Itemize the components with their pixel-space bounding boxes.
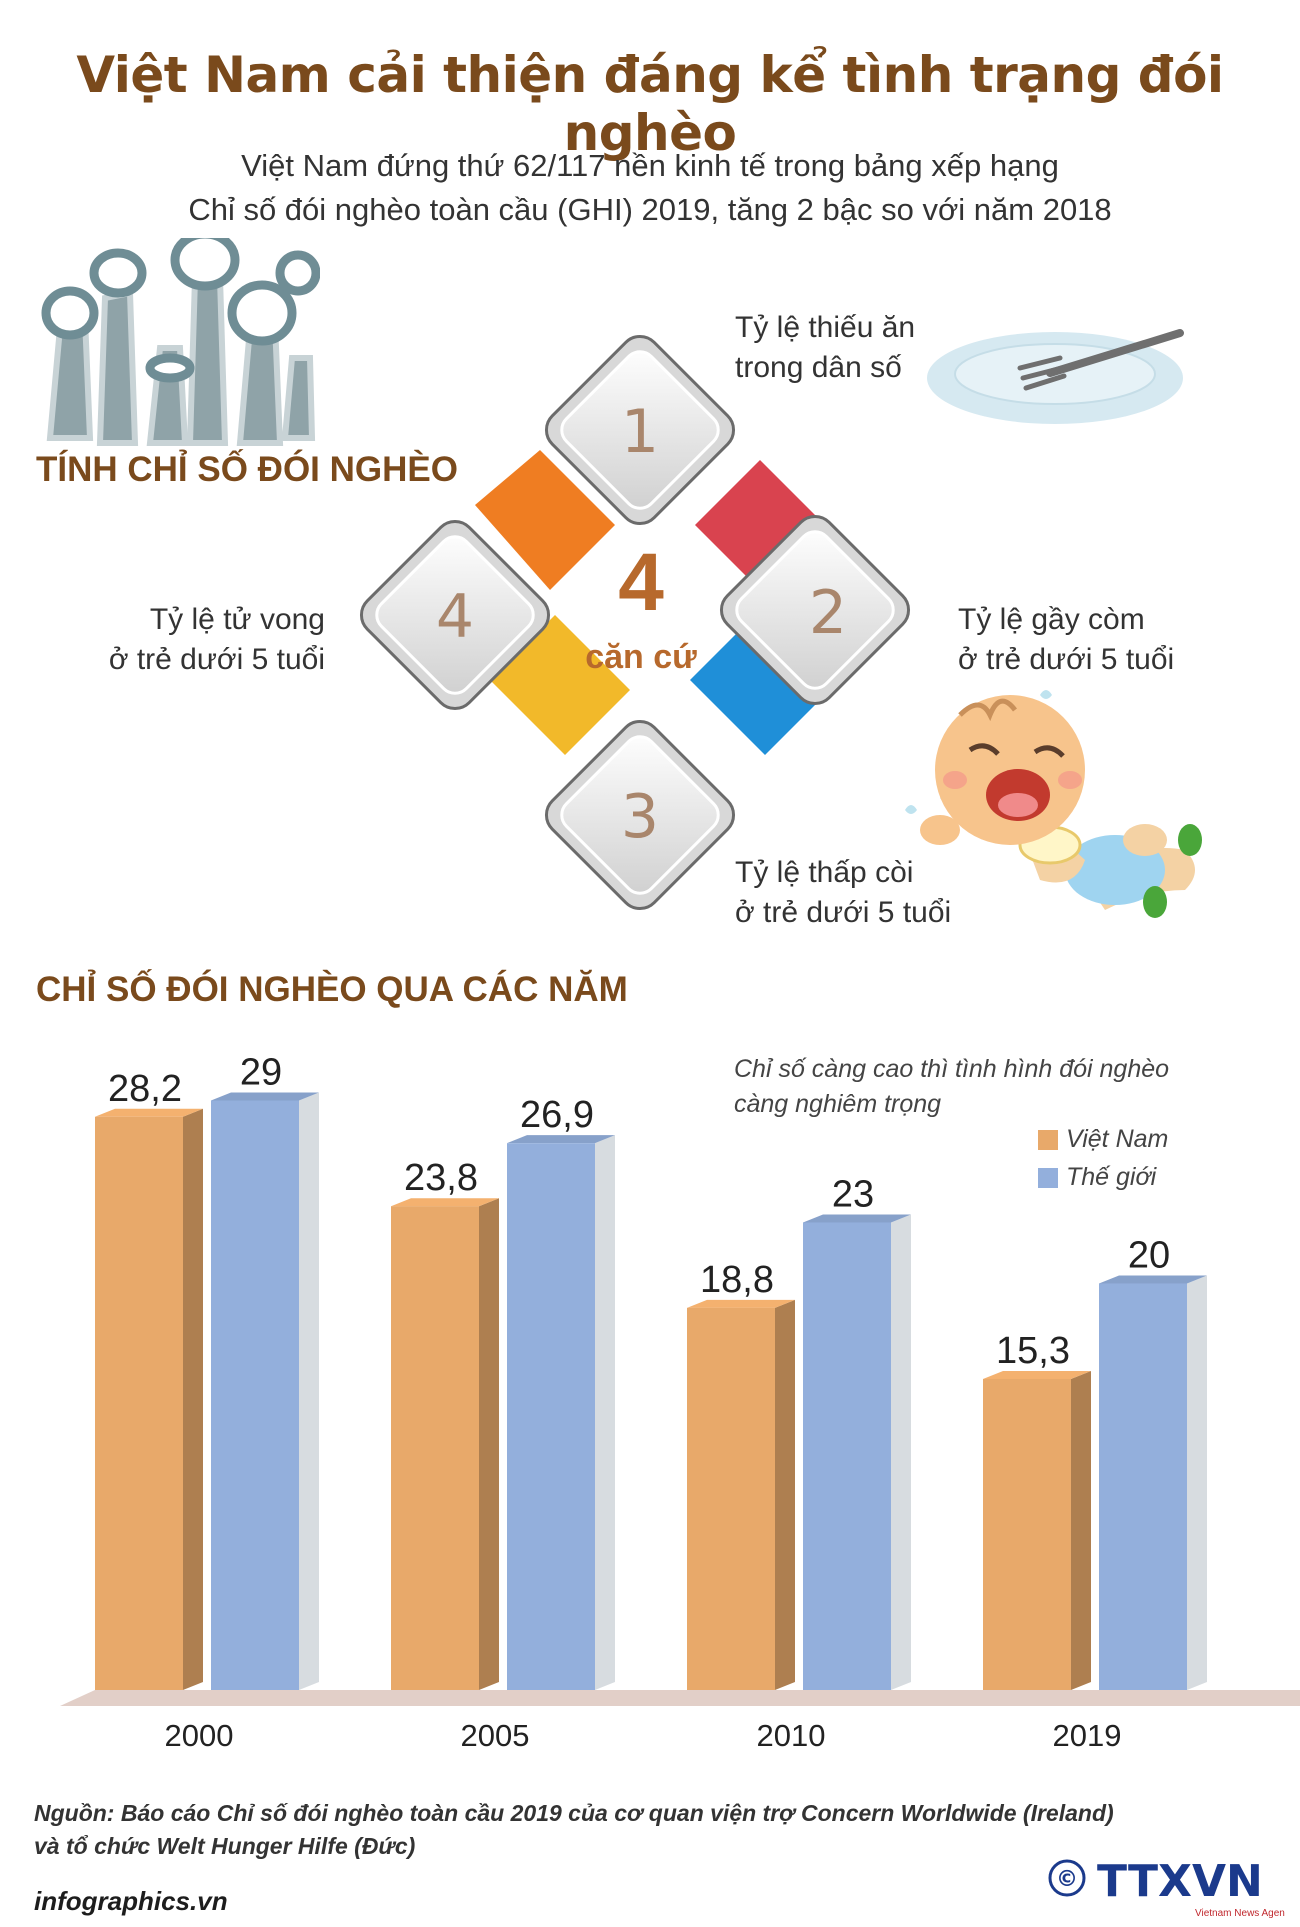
ttxvn-logo: © TTXVN Vietnam News Agency [1048,1856,1285,1919]
criterion-3-line2: ở trẻ dưới 5 tuổi [735,896,952,929]
bar-top-Thế giới-2005 [507,1135,615,1144]
empty-plate-icon [927,329,1184,424]
criterion-4-line1: Tỷ lệ tử vong [149,603,325,636]
x-tick-label-2005: 2005 [461,1718,530,1753]
criterion-1-line2: trong dân số [735,351,902,384]
ttxvn-logo-text: TTXVN [1097,1856,1263,1907]
bar-value-label-Việt Nam-2005: 23,8 [404,1157,478,1199]
criterion-2-line1: Tỷ lệ gầy còm [958,603,1145,636]
criteria-diamond-diagram: 1 2 3 4 4 căn cứ [359,334,911,911]
x-tick-label-2010: 2010 [757,1718,826,1753]
connector-bands [475,450,835,755]
bar-Thế giới-2019 [1099,1283,1187,1690]
bar-Thế giới-2000 [211,1100,299,1690]
bars-group [95,1092,1207,1690]
criterion-1-line1: Tỷ lệ thiếu ăn [735,311,916,344]
bar-side-Việt Nam-2000 [183,1108,203,1690]
ttxvn-logo-subtext: Vietnam News Agency [1195,1908,1285,1919]
bar-side-Thế giới-2010 [891,1214,911,1690]
chart-note-line2: càng nghiêm trọng [734,1090,942,1118]
x-tick-label-2000: 2000 [165,1718,234,1753]
copyright-symbol: © [1056,1867,1078,1892]
legend-label-world: Thế giới [1066,1163,1157,1191]
raised-bowls-icon [41,238,320,446]
legend-swatch-world [1038,1168,1058,1188]
legend-swatch-vietnam [1038,1130,1058,1150]
criteria-tiles [359,334,911,911]
tile-2 [719,514,911,706]
criterion-3-line1: Tỷ lệ thấp còi [735,856,914,889]
chart-floor [60,1690,1300,1706]
criterion-4-line2: ở trẻ dưới 5 tuổi [108,643,325,676]
bar-value-label-Thế giới-2005: 26,9 [520,1094,594,1136]
band-blue [690,615,830,755]
tile-1 [544,334,736,526]
criterion-label-3: Tỷ lệ thấp còi ở trẻ dưới 5 tuổi [735,853,951,933]
bar-Việt Nam-2010 [687,1307,775,1690]
bar-value-label-Việt Nam-2019: 15,3 [996,1330,1070,1372]
band-orange [475,450,615,590]
bar-side-Thế giới-2019 [1187,1275,1207,1690]
subtitle-line-1: Việt Nam đứng thứ 62/117 nền kinh tế tro… [241,148,1059,183]
bar-top-Thế giới-2019 [1099,1275,1207,1284]
bar-top-Việt Nam-2005 [391,1198,499,1207]
band-yellow [490,615,630,755]
bar-value-label-Thế giới-2000: 29 [240,1051,282,1093]
bar-Thế giới-2010 [803,1222,891,1690]
bar-Việt Nam-2019 [983,1378,1071,1690]
source-line-2: và tổ chức Welt Hunger Hilfe (Đức) [34,1833,416,1859]
criterion-2-line2: ở trẻ dưới 5 tuổi [958,643,1175,676]
criterion-label-2: Tỷ lệ gầy còm ở trẻ dưới 5 tuổi [958,600,1174,680]
tile-number-3: 3 [621,782,659,852]
bar-side-Thế giới-2005 [595,1135,615,1690]
bar-top-Việt Nam-2019 [983,1370,1091,1379]
website-link[interactable]: infographics.vn [34,1886,228,1916]
criterion-label-1: Tỷ lệ thiếu ăn trong dân số [735,308,915,388]
bar-Việt Nam-2000 [95,1116,183,1690]
bar-top-Thế giới-2010 [803,1214,911,1223]
x-axis-labels: 2000 2005 2010 2019 [165,1718,1122,1753]
section-heading-chart: CHỈ SỐ ĐÓI NGHÈO QUA CÁC NĂM [36,970,628,1009]
tile-3 [544,719,736,911]
bar-top-Việt Nam-2010 [687,1299,795,1308]
source-line-1: Nguồn: Báo cáo Chỉ số đói nghèo toàn cầu… [34,1800,1114,1826]
tile-number-1: 1 [621,397,659,467]
subtitle-line-2: Chỉ số đói nghèo toàn cầu (GHI) 2019, tă… [188,192,1112,227]
page-title: Việt Nam cải thiện đáng kể tình trạng đó… [76,46,1224,162]
bar-value-label-Thế giới-2019: 20 [1128,1234,1170,1276]
legend-label-vietnam: Việt Nam [1066,1125,1169,1153]
bar-side-Việt Nam-2019 [1071,1370,1091,1690]
tile-4 [359,519,551,711]
bar-Việt Nam-2005 [391,1206,479,1690]
bar-value-label-Thế giới-2010: 23 [832,1173,874,1215]
bar-side-Việt Nam-2010 [775,1299,795,1690]
bar-value-label-Việt Nam-2000: 28,2 [108,1068,182,1110]
x-tick-label-2019: 2019 [1053,1718,1122,1753]
chart-note-line1: Chỉ số càng cao thì tình hình đói nghèo [734,1055,1170,1083]
center-text: căn cứ [585,638,697,676]
center-number: 4 [618,537,664,628]
tile-number-2: 2 [809,578,847,648]
bar-top-Việt Nam-2000 [95,1108,203,1117]
bar-labels-group: 28,2 29 23,8 26,9 18,8 23 15,3 20 [108,1051,1170,1371]
criterion-label-4: Tỷ lệ tử vong ở trẻ dưới 5 tuổi [70,600,325,680]
bar-top-Thế giới-2000 [211,1092,319,1101]
bar-side-Thế giới-2000 [299,1092,319,1690]
section-heading-criteria: TÍNH CHỈ SỐ ĐÓI NGHÈO [36,450,458,489]
bar-Thế giới-2005 [507,1143,595,1690]
bar-side-Việt Nam-2005 [479,1198,499,1690]
bar-value-label-Việt Nam-2010: 18,8 [700,1259,774,1301]
crying-baby-icon [905,690,1202,918]
tile-number-4: 4 [436,582,474,652]
